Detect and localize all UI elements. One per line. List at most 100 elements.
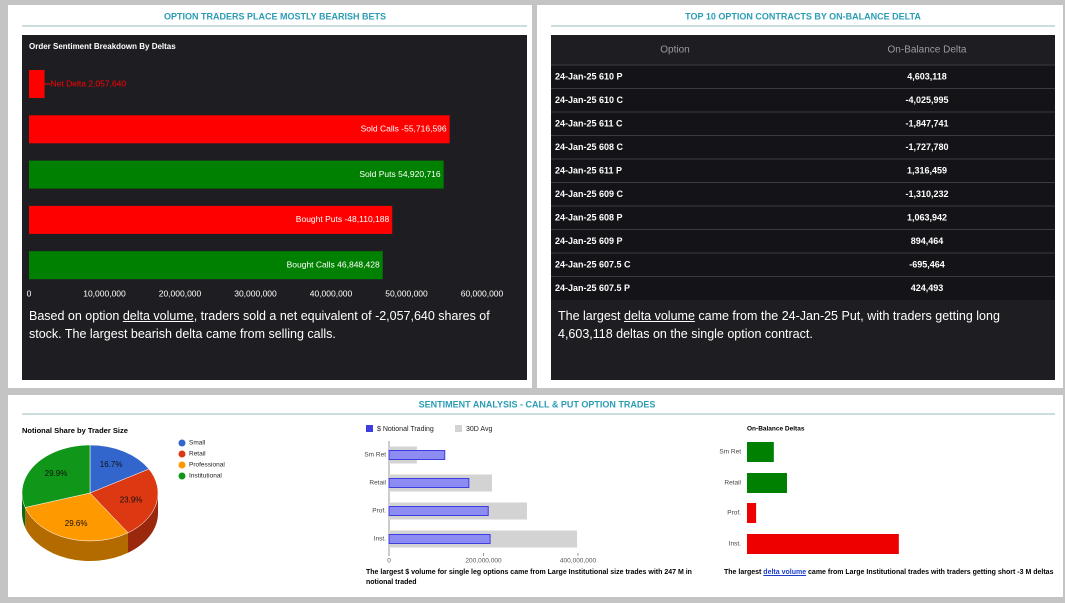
bar (388, 450, 446, 460)
table-cell: 24-Jan-25 611 C (555, 118, 623, 128)
x-tick-label: 0 (387, 558, 391, 565)
y-tick-label: Sm Ret (364, 452, 386, 459)
table-cell: 24-Jan-25 608 C (555, 142, 624, 152)
bar (747, 534, 899, 554)
bar (747, 442, 774, 462)
slice-label: 16.7% (100, 460, 123, 469)
value-label: Sold Puts 54,920,716 (359, 169, 441, 179)
pie-slice (89, 468, 159, 534)
slice-label: 29.9% (45, 469, 68, 478)
legend-label: Institutional (189, 473, 222, 480)
table-row (551, 229, 1055, 253)
link[interactable]: delta volume (763, 569, 807, 576)
chart-title: On-Balance Deltas (747, 426, 805, 433)
y-tick-label: Retail (369, 480, 386, 487)
table-row (551, 206, 1055, 230)
table-row (551, 159, 1055, 183)
table-row (551, 135, 1055, 159)
pie-slice (24, 492, 129, 542)
pie-side (22, 493, 26, 528)
summary-text: The largest (558, 309, 625, 323)
legend-label: $ Notional Trading (377, 426, 434, 433)
x-tick-label: 0 (27, 288, 32, 298)
table-row (551, 88, 1055, 112)
bar (388, 534, 491, 544)
bar (747, 503, 757, 523)
table-cell: -695,464 (909, 259, 945, 269)
x-tick-label: 400,000,000 (560, 558, 597, 565)
slice-label: 23.9% (120, 495, 143, 504)
bar (29, 205, 393, 234)
legend-label: Retail (189, 451, 206, 458)
x-tick-label: 50,000,000 (385, 288, 428, 298)
bar (747, 473, 787, 493)
x-tick-label: 20,000,000 (159, 288, 202, 298)
value-label: Sold Calls -55,716,596 (361, 124, 447, 134)
caption-text: The largest (724, 569, 764, 576)
table-row (551, 253, 1055, 277)
table-cell: 4,603,118 (907, 71, 947, 81)
x-tick-label: 200,000,000 (465, 558, 502, 565)
legend-swatch (178, 450, 186, 458)
y-tick-label: Retail (724, 480, 741, 487)
bar (29, 70, 45, 98)
table-cell: 24-Jan-25 609 P (555, 236, 623, 246)
panel (8, 395, 1063, 597)
summary: The largest delta volume came from the 2… (558, 307, 1048, 343)
y-tick-label: Prof. (727, 510, 741, 517)
table-cell: 894,464 (911, 236, 944, 246)
panel-title: SENTIMENT ANALYSIS - CALL & PUT OPTION T… (419, 399, 656, 409)
table-cell: 1,316,459 (907, 165, 947, 175)
value-label: Bought Puts -48,110,188 (296, 214, 390, 224)
table-row (551, 182, 1055, 206)
table-row (551, 65, 1055, 89)
legend-swatch (455, 425, 462, 432)
y-tick-label: Prof. (372, 508, 386, 515)
legend-swatch (178, 461, 186, 469)
chart-title: Order Sentiment Breakdown By Deltas (29, 42, 176, 51)
table-cell: 24-Jan-25 610 C (555, 95, 624, 105)
table-cell: 24-Jan-25 611 P (555, 165, 622, 175)
table-cell: 24-Jan-25 610 P (555, 71, 623, 81)
bar (388, 506, 489, 516)
table-cell: -1,727,780 (905, 142, 948, 152)
pie-slice (21, 444, 91, 508)
legend-label: Professional (189, 462, 225, 469)
panel-title: TOP 10 OPTION CONTRACTS BY ON-BALANCE DE… (685, 11, 921, 21)
value-label: Net Delta 2,057,640 (51, 78, 127, 88)
summary: Based on option delta volume, traders so… (29, 307, 519, 343)
chart-title: Notional Share by Trader Size (22, 426, 128, 435)
bar (29, 160, 444, 189)
table-cell: -1,310,232 (905, 189, 948, 199)
bar (388, 478, 470, 488)
table-row (551, 112, 1055, 136)
panel-title: OPTION TRADERS PLACE MOSTLY BEARISH BETS (164, 11, 386, 21)
y-tick-label: Inst. (374, 536, 386, 543)
pie-slice (89, 444, 150, 494)
x-tick-label: 60,000,000 (461, 288, 504, 298)
table-cell: 24-Jan-25 608 P (555, 212, 623, 222)
column-header: On-Balance Delta (888, 45, 967, 56)
x-tick-label: 30,000,000 (234, 288, 277, 298)
legend-swatch (366, 425, 373, 432)
table-cell: 424,493 (911, 283, 944, 293)
y-tick-label: Sm Ret (719, 449, 741, 456)
summary-text: , traders sold a net equivalent of -2,05… (29, 309, 490, 341)
link[interactable]: delta volume (624, 309, 695, 323)
x-tick-label: 10,000,000 (83, 288, 126, 298)
link[interactable]: delta volume (122, 309, 194, 323)
table-cell: 1,063,942 (907, 212, 947, 222)
legend-label: Small (189, 440, 206, 447)
table-cell: 24-Jan-25 607.5 C (555, 259, 631, 269)
caption: The largest $ volume for single leg opti… (366, 569, 692, 586)
caption-text: came from Large Institutional trades wit… (806, 569, 1054, 576)
table-cell: -1,847,741 (905, 118, 948, 128)
table-cell: -4,025,995 (905, 95, 948, 105)
legend-label: 30D Avg (466, 426, 492, 433)
pie-side (25, 507, 129, 561)
bar (29, 251, 383, 280)
value-label: Bought Calls 46,848,428 (287, 259, 380, 269)
table-row (551, 276, 1055, 300)
